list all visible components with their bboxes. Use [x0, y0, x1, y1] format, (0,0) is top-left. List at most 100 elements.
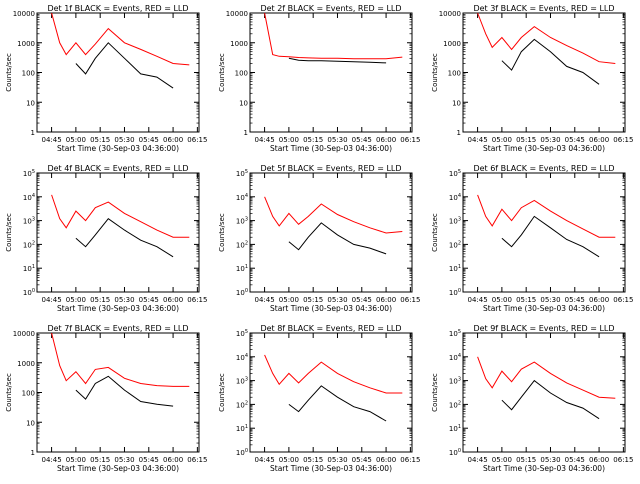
x-tick-label: 06:15 [400, 296, 420, 304]
panel-7: Det 7f BLACK = Events, RED = LLD 1 10 100 10… [5, 324, 207, 473]
panel-title: Det 1f BLACK = Events, RED = LLD [47, 4, 188, 13]
series-line-events [501, 379, 600, 420]
series-line-lld [51, 194, 190, 238]
x-tick-label: 05:00 [66, 136, 86, 144]
y-tick-label: 1000 [230, 40, 248, 48]
y-tick-label: 103 [236, 377, 248, 386]
y-tick-label: 100 [449, 288, 461, 297]
x-tick-label: 05:30 [114, 136, 134, 144]
x-tick-label: 05:30 [114, 456, 134, 464]
series-line-events [288, 57, 387, 64]
x-tick-label: 05:30 [327, 456, 347, 464]
y-tick-label: 10 [26, 419, 35, 427]
y-tick-label: 101 [449, 264, 461, 273]
series-line-events [75, 42, 174, 89]
y-tick-label: 1 [457, 129, 461, 137]
x-axis-label: Start Time (30-Sep-03 04:36:00) [483, 144, 605, 153]
series-line-lld [264, 196, 403, 234]
x-axis-label: Start Time (30-Sep-03 04:36:00) [270, 304, 392, 313]
y-tick-label: 103 [449, 377, 461, 386]
series-line-events [288, 222, 387, 255]
x-tick-label: 06:15 [613, 456, 633, 464]
y-tick-label: 100 [22, 390, 35, 398]
x-tick-label: 06:00 [376, 456, 396, 464]
x-tick-label: 05:30 [327, 136, 347, 144]
plot-frame [462, 172, 626, 293]
y-tick-label: 10000 [13, 330, 35, 338]
y-tick-label: 1 [31, 129, 35, 137]
series-line-lld [477, 194, 616, 238]
plot-frame [462, 332, 626, 453]
x-axis-label: Start Time (30-Sep-03 04:36:00) [270, 144, 392, 153]
x-tick-label: 05:15 [303, 136, 323, 144]
x-tick-label: 06:15 [187, 296, 207, 304]
panel-1: Det 1f BLACK = Events, RED = LLD 1 10 100 10… [5, 4, 207, 153]
y-tick-label: 10000 [439, 10, 461, 18]
x-tick-label: 06:00 [163, 136, 183, 144]
y-tick-label: 1 [244, 129, 248, 137]
x-tick-label: 06:15 [400, 136, 420, 144]
x-tick-label: 04:45 [467, 136, 487, 144]
x-tick-label: 05:00 [492, 136, 512, 144]
x-tick-label: 05:00 [279, 136, 299, 144]
panel-title: Det 5f BLACK = Events, RED = LLD [260, 164, 401, 173]
y-tick-label: 100 [235, 70, 248, 78]
x-tick-label: 05:00 [492, 456, 512, 464]
y-tick-label: 102 [449, 240, 461, 249]
x-tick-label: 05:15 [516, 456, 536, 464]
x-axis-label: Start Time (30-Sep-03 04:36:00) [57, 464, 179, 473]
x-tick-label: 05:45 [565, 136, 585, 144]
x-tick-label: 05:45 [139, 136, 159, 144]
y-tick-label: 103 [236, 217, 248, 226]
x-tick-label: 05:00 [66, 296, 86, 304]
x-tick-label: 06:00 [589, 136, 609, 144]
panel-8: Det 8f BLACK = Events, RED = LLD 100 101 10… [218, 324, 420, 473]
plot-frame [249, 172, 413, 293]
x-tick-label: 04:45 [254, 456, 274, 464]
x-tick-label: 06:00 [376, 136, 396, 144]
x-tick-label: 06:15 [187, 456, 207, 464]
y-axis-label: Counts/sec [431, 213, 439, 252]
y-tick-label: 104 [23, 193, 35, 202]
panel-title: Det 3f BLACK = Events, RED = LLD [473, 4, 614, 13]
series-line-events [501, 38, 600, 85]
panel-6: Det 6f BLACK = Events, RED = LLD 100 101 10… [431, 164, 633, 313]
plot-frame [249, 12, 413, 133]
y-tick-label: 10 [26, 99, 35, 107]
x-tick-label: 06:15 [613, 296, 633, 304]
y-axis-label: Counts/sec [5, 373, 13, 412]
y-tick-label: 105 [236, 329, 248, 338]
y-tick-label: 104 [449, 193, 461, 202]
series-line-lld [477, 356, 616, 399]
x-tick-label: 06:00 [163, 296, 183, 304]
x-tick-label: 05:45 [139, 456, 159, 464]
x-tick-label: 04:45 [467, 456, 487, 464]
y-tick-label: 1000 [17, 40, 35, 48]
x-tick-label: 05:45 [565, 296, 585, 304]
x-tick-label: 05:45 [352, 136, 372, 144]
x-tick-label: 04:45 [41, 456, 61, 464]
x-tick-label: 05:30 [540, 296, 560, 304]
y-tick-label: 102 [236, 240, 248, 249]
y-axis-label: Counts/sec [5, 213, 13, 252]
x-tick-label: 04:45 [41, 136, 61, 144]
panel-5: Det 5f BLACK = Events, RED = LLD 100 101 10… [218, 164, 420, 313]
x-axis-label: Start Time (30-Sep-03 04:36:00) [57, 304, 179, 313]
x-tick-label: 05:45 [139, 296, 159, 304]
x-tick-label: 05:15 [303, 456, 323, 464]
y-tick-label: 104 [236, 353, 248, 362]
plot-frame [36, 332, 200, 453]
y-tick-label: 105 [236, 169, 248, 178]
y-tick-label: 100 [23, 288, 35, 297]
series-line-events [75, 375, 174, 407]
x-axis-label: Start Time (30-Sep-03 04:36:00) [57, 144, 179, 153]
y-tick-label: 100 [448, 70, 461, 78]
y-tick-label: 10000 [13, 10, 35, 18]
y-axis-label: Counts/sec [218, 53, 226, 92]
x-tick-label: 05:15 [90, 456, 110, 464]
y-tick-label: 100 [236, 448, 248, 457]
panel-title: Det 4f BLACK = Events, RED = LLD [47, 164, 188, 173]
y-tick-label: 10 [239, 99, 248, 107]
y-tick-label: 105 [23, 169, 35, 178]
